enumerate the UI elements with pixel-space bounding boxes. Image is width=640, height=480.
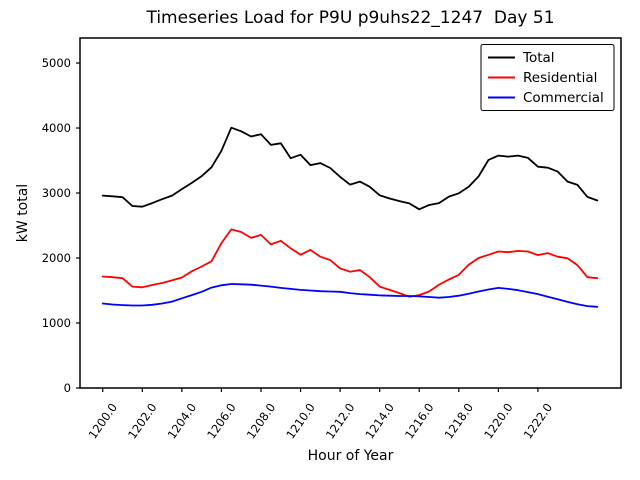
axes-frame [79,37,622,389]
x-tick-label: 1214.0 [362,400,397,441]
x-tick-label: 1202.0 [125,400,160,441]
x-tick-label: 1208.0 [244,400,279,441]
x-tick-label: 1200.0 [85,400,120,441]
x-tick-label: 1212.0 [323,400,358,441]
y-tick-label: 3000 [42,186,71,200]
line-commercial [101,283,599,308]
x-tick-label: 1222.0 [521,400,556,441]
x-tick-label: 1210.0 [283,400,318,441]
legend-label-commercial: Commercial [523,90,604,106]
line-total [101,126,599,211]
x-tick-label: 1206.0 [204,400,239,441]
x-tick-label: 1220.0 [481,400,516,441]
x-tick-label: 1216.0 [402,400,437,441]
y-tick-label: 0 [64,381,71,395]
legend-label-total: Total [522,50,555,66]
y-tick-label: 5000 [42,56,71,70]
y-tick-label: 4000 [42,121,71,135]
legend-label-residential: Residential [523,70,597,86]
y-tick-label: 2000 [42,251,71,265]
chart-title: Timeseries Load for P9U p9uhs22_1247 Day… [146,8,555,28]
line-residential [101,228,599,298]
y-axis-label: kW total [15,183,31,243]
x-tick-label: 1204.0 [165,400,200,441]
legend-box [480,44,615,111]
x-axis-label: Hour of Year [307,448,394,464]
y-tick-label: 1000 [42,316,71,330]
x-tick-label: 1218.0 [442,400,477,441]
